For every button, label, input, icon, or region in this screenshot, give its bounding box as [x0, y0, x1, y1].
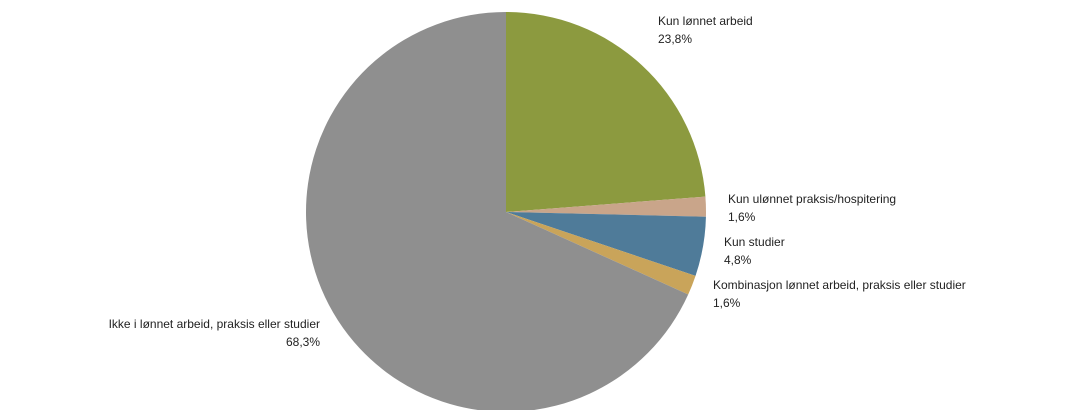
pie-slice	[306, 12, 689, 410]
slice-label: Ikke i lønnet arbeid, praksis eller stud…	[109, 317, 320, 331]
slice-label: Kombinasjon lønnet arbeid, praksis eller…	[713, 278, 966, 292]
slice-value-label: 23,8%	[658, 32, 692, 46]
slice-value-label: 4,8%	[724, 253, 752, 267]
slice-value-label: 1,6%	[713, 296, 741, 310]
pie-slice	[506, 12, 706, 212]
pie-slice	[506, 212, 696, 295]
pie-slice	[506, 212, 706, 276]
slice-label: Kun studier	[724, 235, 785, 249]
slice-label: Kun ulønnet praksis/hospitering	[728, 192, 896, 206]
pie-slice	[506, 196, 706, 217]
slice-value-label: 1,6%	[728, 210, 756, 224]
slice-label: Kun lønnet arbeid	[658, 14, 753, 28]
slice-value-label: 68,3%	[286, 335, 320, 349]
